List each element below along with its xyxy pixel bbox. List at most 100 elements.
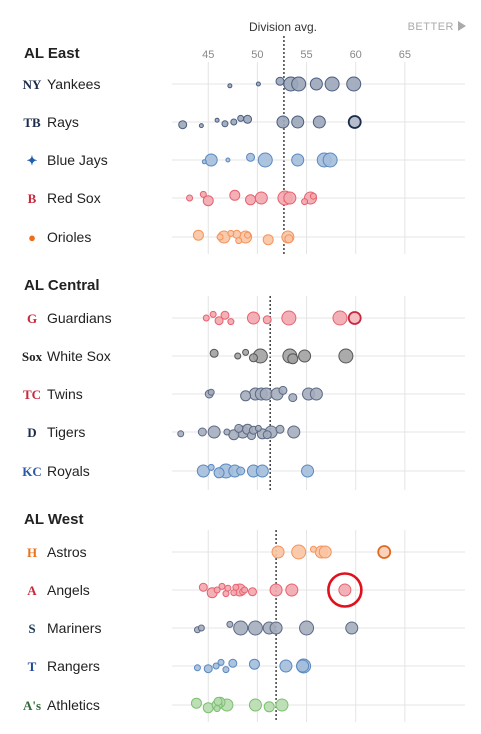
team-row-red-sox: B Red Sox [28,189,465,207]
guardians-logo-icon: G [27,311,37,326]
data-point [178,120,188,130]
better-arrow-icon [458,21,466,31]
data-point [193,664,201,672]
team-row-angels: A Angels [27,572,465,608]
data-point [346,76,362,92]
data-point [299,620,315,636]
x-tick-label: 55 [300,49,312,61]
data-point [248,658,260,670]
team-row-rangers: T Rangers [28,658,465,674]
data-point [377,545,392,559]
data-point [227,229,235,237]
data-point [287,425,301,439]
division-al-east: AL East NY Yankees TB Rays ✦ Blue Jays B Red Sox… [23,45,465,246]
data-point [192,229,204,241]
data-point [212,662,220,670]
data-point [244,231,252,239]
data-point [247,620,263,636]
data-point [217,658,225,666]
data-point [201,159,207,165]
division-title: AL West [24,511,83,528]
data-point [255,81,261,87]
data-point [177,430,185,438]
data-point [218,582,226,590]
data-point [209,310,217,318]
data-point [257,152,273,168]
data-point [213,705,221,713]
data-point [220,310,230,320]
data-point [312,115,326,129]
red-sox-logo-icon: B [28,191,37,206]
data-point [196,464,210,478]
data-point [226,620,234,628]
data-point [345,621,359,635]
data-point [291,76,307,92]
data-point [214,316,224,326]
data-point [190,697,202,709]
division-average-lines [269,36,285,722]
data-point [202,195,214,207]
data-point [332,310,348,326]
data-point [283,191,297,205]
data-point [234,423,244,433]
data-point [213,586,221,594]
team-label: Guardians [47,310,112,326]
data-point [237,114,245,122]
team-label: Rangers [47,658,100,674]
data-point [309,192,317,200]
x-axis-ticks: 45 50 55 60 65 [202,49,411,61]
data-point [262,234,274,246]
x-tick-label: 60 [350,49,362,61]
angels-logo-icon: A [27,583,37,598]
white-sox-logo-icon: Sox [22,349,43,364]
data-point [235,237,243,245]
team-row-yankees: NY Yankees [23,76,465,92]
data-point [291,115,305,129]
data-point [275,424,285,434]
team-label: Angels [47,582,90,598]
data-point [197,624,205,632]
data-point [309,77,323,91]
data-point [197,427,207,437]
division-al-central: AL Central G Guardians Sox White Sox TC Twins D… [22,277,465,479]
data-point [347,115,362,129]
data-point [230,118,238,126]
data-point [287,353,299,365]
yankees-logo-icon: NY [23,77,42,92]
team-row-rays: TB Rays [23,114,465,130]
orioles-logo-icon: ● [28,230,36,245]
data-point [203,664,213,674]
team-row-white-sox: Sox White Sox [22,348,465,365]
data-point [224,584,232,592]
data-point [233,620,249,636]
data-point [262,430,272,440]
data-point [247,587,257,597]
division-title: AL East [24,45,80,62]
data-point [227,318,235,326]
division-title: AL Central [24,277,100,294]
x-tick-label: 50 [251,49,263,61]
data-point [284,234,294,244]
data-point [269,621,283,635]
team-label: White Sox [47,348,111,364]
team-row-mariners: S Mariners [28,620,465,636]
data-point [259,387,273,401]
data-point [234,352,242,360]
data-point [246,152,256,162]
data-point [227,83,233,89]
x-tick-label: 65 [399,49,411,61]
twins-logo-icon: TC [23,387,41,402]
team-row-orioles: ● Orioles [28,229,465,246]
data-point [248,353,258,363]
data-point [242,348,250,356]
divisions: AL East NY Yankees TB Rays ✦ Blue Jays B Red Sox… [22,45,465,714]
data-point [338,583,352,597]
data-point [243,114,253,124]
data-point [241,586,249,594]
royals-logo-icon: KC [22,464,42,479]
mariners-logo-icon: S [28,621,35,636]
data-point [318,545,332,559]
data-point [322,152,338,168]
data-point [221,120,229,128]
